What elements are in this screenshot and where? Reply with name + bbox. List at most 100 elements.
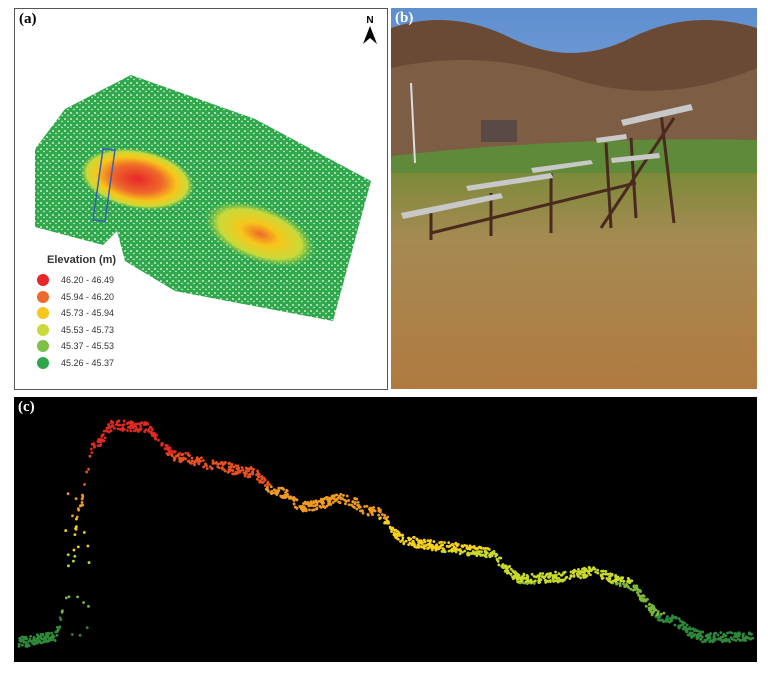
- profile-point: [163, 447, 167, 451]
- profile-point: [236, 464, 240, 468]
- profile-point: [543, 575, 546, 579]
- profile-point: [453, 547, 457, 550]
- profile-point: [677, 617, 681, 621]
- profile-point: [90, 451, 94, 455]
- profile-point: [306, 502, 310, 506]
- profile-point: [136, 430, 140, 433]
- profile-point: [347, 499, 351, 502]
- profile-point: [337, 494, 341, 498]
- profile-point: [195, 456, 199, 460]
- profile-point: [554, 570, 557, 574]
- profile-point: [50, 631, 54, 635]
- profile-point: [41, 637, 45, 641]
- profile-point: [234, 470, 238, 474]
- profile-point: [49, 636, 53, 640]
- profile-point: [230, 463, 234, 466]
- profile-point: [673, 623, 677, 627]
- profile-point: [399, 540, 402, 543]
- profile-point: [750, 632, 753, 636]
- profile-point: [262, 476, 266, 480]
- profile-point: [241, 468, 245, 472]
- profile-point: [113, 426, 116, 430]
- legend-item: 45.53 - 45.73: [37, 322, 116, 339]
- profile-point: [335, 498, 339, 502]
- profile-point: [114, 423, 118, 426]
- profile-point: [737, 637, 740, 641]
- legend-item: 45.73 - 45.94: [37, 305, 116, 322]
- profile-point: [707, 636, 711, 640]
- profile-point: [724, 634, 728, 638]
- profile-point: [712, 634, 716, 638]
- profile-point: [523, 577, 527, 580]
- profile-point: [73, 554, 77, 558]
- profile-point: [238, 470, 242, 474]
- profile-point: [82, 601, 86, 604]
- profile-point: [465, 544, 469, 548]
- profile-point: [392, 528, 396, 532]
- profile-point: [363, 505, 367, 508]
- profile-point: [110, 424, 114, 427]
- profile-point: [126, 429, 129, 432]
- profile-point: [347, 503, 351, 507]
- profile-point: [101, 433, 104, 437]
- profile-point: [699, 634, 703, 638]
- profile-point: [610, 573, 614, 577]
- profile-point: [47, 632, 51, 635]
- profile-point: [131, 425, 135, 429]
- profile-point: [620, 579, 623, 582]
- profile-point: [434, 548, 438, 552]
- profile-point: [150, 428, 154, 432]
- profile-point: [433, 546, 437, 550]
- profile-point: [644, 604, 648, 608]
- profile-point: [29, 634, 32, 638]
- profile-point: [426, 539, 430, 543]
- profile-point: [644, 598, 648, 601]
- profile-point: [441, 547, 445, 550]
- profile-point: [67, 564, 70, 568]
- profile-point: [373, 509, 377, 513]
- profile-point: [80, 501, 84, 504]
- profile-point: [361, 509, 364, 513]
- profile-point: [295, 506, 299, 510]
- profile-point: [228, 469, 232, 472]
- profile-point: [64, 529, 68, 532]
- profile-point: [420, 541, 424, 545]
- profile-point: [245, 471, 248, 475]
- profile-point: [511, 577, 515, 581]
- profile-point: [509, 572, 513, 576]
- profile-point: [703, 640, 707, 643]
- profile-point: [401, 536, 405, 540]
- profile-point: [180, 453, 184, 457]
- profile-point: [371, 513, 374, 517]
- profile-point: [260, 477, 264, 481]
- profile-point: [733, 635, 736, 639]
- profile-point: [222, 468, 226, 472]
- profile-point: [691, 627, 695, 631]
- profile-point: [714, 631, 718, 635]
- profile-point: [605, 577, 609, 580]
- profile-point: [600, 574, 603, 578]
- profile-point: [356, 500, 360, 504]
- legend-item: 45.26 - 45.37: [37, 355, 116, 372]
- profile-point: [432, 540, 436, 543]
- profile-point: [355, 507, 359, 511]
- profile-point: [244, 469, 248, 473]
- legend-range: 45.26 - 45.37: [61, 357, 115, 368]
- profile-point: [698, 632, 702, 635]
- profile-point: [647, 603, 651, 607]
- profile-point: [335, 493, 338, 497]
- profile-point: [589, 573, 592, 577]
- profile-point: [134, 428, 138, 432]
- profile-point: [391, 526, 395, 530]
- profile-point: [36, 641, 39, 645]
- profile-point: [530, 572, 534, 576]
- profile-point: [705, 633, 709, 637]
- profile-point: [730, 631, 734, 635]
- profile-point: [424, 544, 428, 547]
- profile-point: [622, 579, 626, 583]
- profile-point: [565, 575, 569, 579]
- profile-point: [662, 611, 666, 615]
- profile-point: [90, 442, 94, 446]
- profile-point: [417, 539, 421, 543]
- profile-point: [588, 568, 592, 571]
